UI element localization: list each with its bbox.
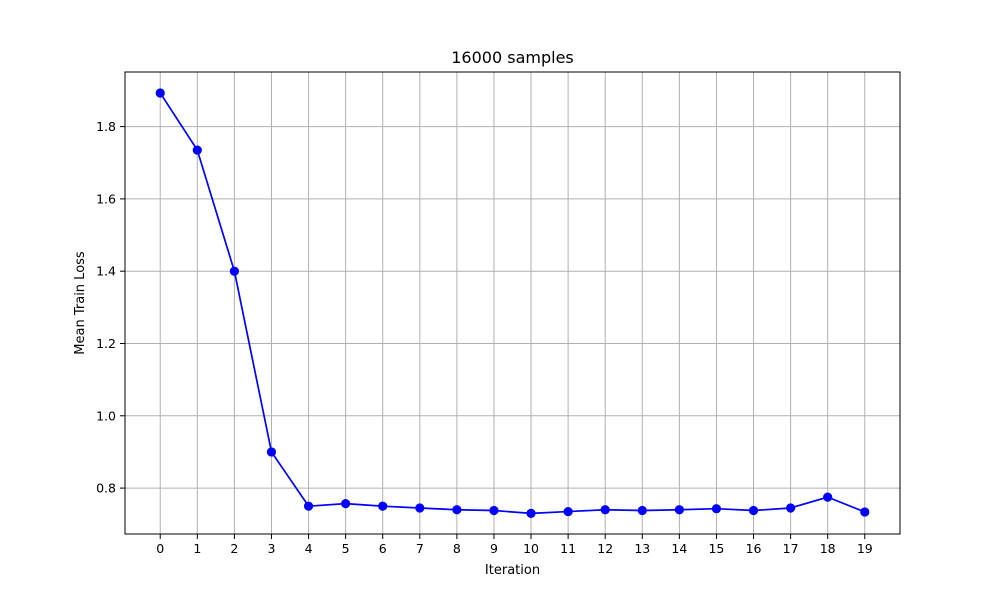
x-tick-label: 17	[783, 541, 799, 556]
x-tick-label: 15	[708, 541, 724, 556]
data-point	[489, 505, 499, 516]
data-point	[155, 88, 165, 98]
x-tick-label: 14	[671, 541, 687, 556]
data-point	[786, 503, 796, 513]
x-tick-label: 12	[597, 541, 613, 556]
x-tick-label: 19	[857, 541, 873, 556]
data-point	[674, 505, 684, 515]
data-point	[415, 503, 425, 513]
x-tick-label: 16	[746, 541, 762, 556]
x-tick-label: 4	[305, 541, 313, 556]
x-tick-label: 11	[560, 541, 576, 556]
chart-title: 16000 samples	[451, 48, 574, 67]
x-tick-label: 6	[379, 541, 387, 556]
axes	[124, 71, 901, 535]
data-point	[192, 145, 202, 155]
x-tick-label: 7	[416, 541, 424, 556]
y-tick-label: 1.0	[96, 408, 116, 423]
data-point	[637, 505, 647, 516]
x-tick-label: 10	[523, 541, 539, 556]
data-point	[600, 505, 610, 515]
x-tick-label: 18	[820, 541, 836, 556]
y-tick-label: 1.8	[96, 119, 116, 134]
data-point	[452, 505, 462, 515]
y-tick-label: 1.4	[96, 264, 116, 279]
data-point	[711, 504, 722, 514]
y-tick-label: 1.6	[96, 191, 116, 206]
x-axis-label: Iteration	[485, 563, 540, 578]
series-line	[159, 92, 866, 515]
data-point	[823, 492, 833, 502]
x-tick-label: 13	[634, 541, 650, 556]
data-point	[378, 501, 388, 511]
y-axis-label: Mean Train Loss	[73, 251, 88, 355]
data-point	[266, 447, 277, 457]
data-point	[748, 505, 759, 516]
x-tick-label: 2	[230, 541, 238, 556]
data-point	[563, 506, 573, 517]
y-tick-label: 0.8	[96, 481, 116, 496]
x-tick-label: 8	[453, 541, 461, 556]
data-point	[860, 507, 870, 517]
data-point	[341, 499, 351, 509]
ticks: 0 1 2 3 4 5 6 7 8 9 10 11 12 13 14 15 16 17 18 190.81.01.21…	[96, 119, 873, 556]
y-tick-label: 1.2	[96, 336, 116, 351]
series-layer	[155, 88, 870, 518]
x-tick-label: 9	[490, 541, 498, 556]
plot-frame	[124, 71, 901, 535]
grid	[125, 72, 900, 534]
data-point	[229, 266, 239, 276]
x-tick-label: 5	[342, 541, 350, 556]
data-point	[526, 508, 536, 518]
data-point	[303, 501, 314, 511]
x-tick-label: 1	[193, 541, 201, 556]
x-tick-label: 0	[156, 541, 164, 556]
x-tick-label: 3	[267, 541, 275, 556]
